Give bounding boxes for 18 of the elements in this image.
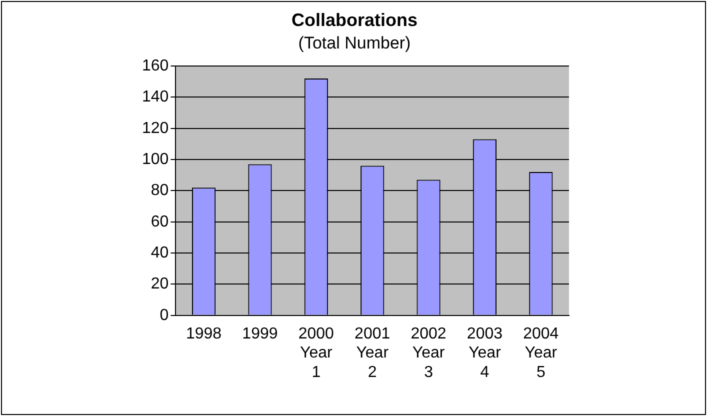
x-tick-label: 1998	[186, 325, 222, 342]
x-tick-label: 2003 Year 4	[466, 325, 503, 381]
x-tick-label: 2000 Year 1	[298, 325, 334, 381]
y-tick-label: 40	[150, 244, 169, 262]
y-tick-label: 100	[142, 150, 169, 168]
x-tick-label: 2004 Year 5	[523, 325, 559, 381]
x-tick-label: 1999	[242, 325, 278, 342]
y-tick-label: 0	[160, 306, 169, 324]
y-tick-label: 120	[142, 120, 169, 137]
chart-title: Collaborations	[291, 10, 418, 30]
x-tick-label: 2001 Year 2	[354, 325, 390, 381]
x-tick-label: 2002 Year 3	[410, 325, 446, 381]
y-tick-label: 20	[150, 276, 169, 293]
y-tick-label: 60	[150, 213, 169, 230]
y-tick-label: 80	[150, 182, 169, 200]
y-tick-label: 140	[142, 88, 169, 106]
chart-subtitle: (Total Number)	[298, 33, 411, 52]
y-tick-label: 160	[142, 57, 169, 74]
